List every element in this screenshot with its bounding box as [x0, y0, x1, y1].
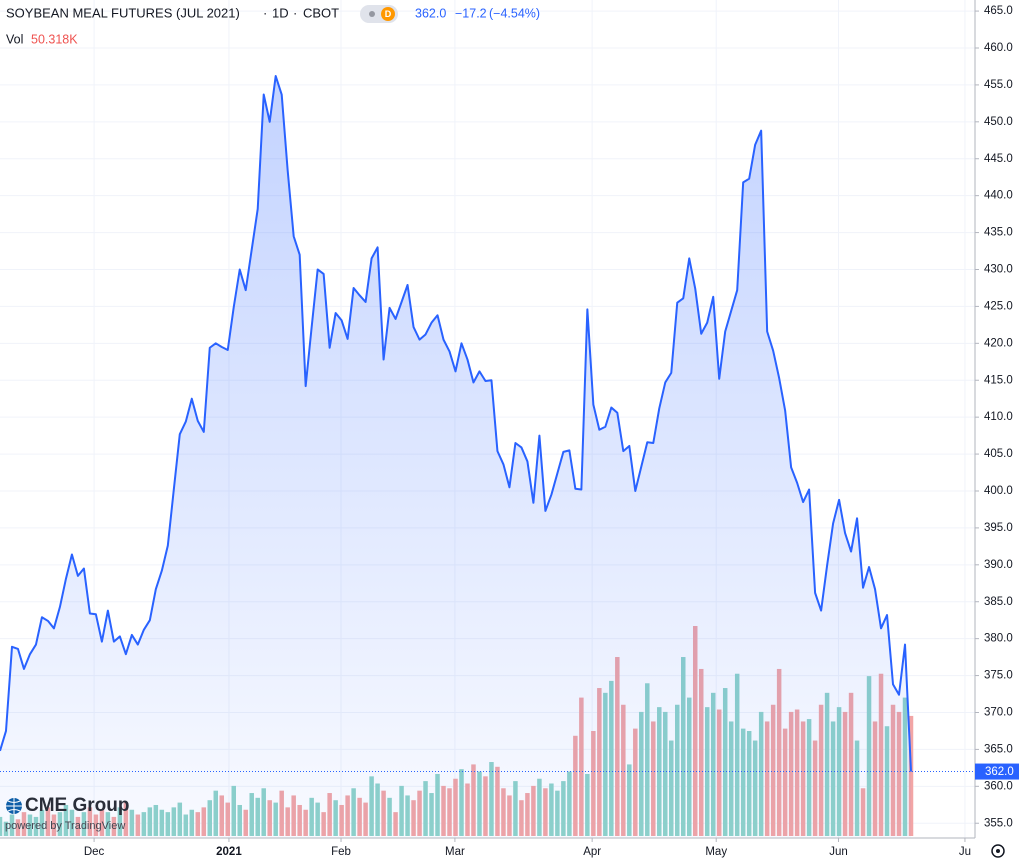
cme-logo: CME Group: [6, 795, 130, 816]
symbol-title: SOYBEAN MEAL FUTURES (JUL 2021): [6, 5, 240, 20]
exchange: CBOT: [303, 5, 339, 20]
x-tick-label: Apr: [583, 846, 601, 858]
y-tick-label: 440.0: [984, 190, 1013, 202]
y-tick-label: 385.0: [984, 596, 1013, 608]
y-tick-label: 465.0: [984, 5, 1013, 17]
powered-by: powered by TradingView: [5, 820, 125, 832]
y-tick-label: 455.0: [984, 79, 1013, 91]
y-tick-label: 460.0: [984, 42, 1013, 54]
interval: 1D: [272, 5, 289, 20]
x-tick-label: 2021: [216, 846, 242, 858]
y-tick-label: 355.0: [984, 817, 1013, 829]
last-price-tag-label: 362.0: [985, 766, 1014, 778]
y-tick-label: 395.0: [984, 522, 1013, 534]
x-tick-label: Ju: [959, 846, 971, 858]
y-tick-label: 390.0: [984, 559, 1013, 571]
x-tick-label: Dec: [84, 846, 105, 858]
y-tick-label: 450.0: [984, 116, 1013, 128]
y-tick-label: 400.0: [984, 485, 1013, 497]
y-tick-label: 405.0: [984, 448, 1013, 460]
badge: D: [385, 9, 392, 19]
y-tick-label: 415.0: [984, 374, 1013, 386]
y-tick-label: 430.0: [984, 264, 1013, 276]
y-tick-label: 380.0: [984, 633, 1013, 645]
axes: 355.0 360.0 365.0 370.0 375.0 380.0 385.0 390.0…: [84, 5, 1019, 858]
y-tick-label: 425.0: [984, 300, 1013, 312]
gear-ring: [991, 844, 1005, 858]
x-tick-label: May: [705, 846, 727, 858]
y-tick-label: 360.0: [984, 780, 1013, 792]
price-line: [0, 75, 912, 772]
price-pane: [0, 75, 975, 838]
y-tick-label: 420.0: [984, 337, 1013, 349]
settings-gear[interactable]: [991, 844, 1005, 858]
separator: ·: [263, 5, 267, 20]
y-tick-label: 410.0: [984, 411, 1013, 423]
price-area: [0, 76, 911, 838]
y-tick-label: 370.0: [984, 707, 1013, 719]
volume-value: 50.318K: [31, 32, 78, 46]
badge-circle: [381, 7, 395, 21]
last-price-tag: [975, 763, 1019, 780]
y-tick-label: 375.0: [984, 670, 1013, 682]
logo-globe-lines: [6, 798, 22, 814]
status-dot: [369, 11, 375, 17]
price-change: −17.2: [455, 6, 487, 20]
y-tick-label: 365.0: [984, 743, 1013, 755]
y-tick-label: 445.0: [984, 153, 1013, 165]
x-tick-label: Mar: [445, 846, 465, 858]
price-change-pct: (−4.54%): [489, 6, 540, 20]
last-price: 362.0: [415, 6, 446, 20]
volume-title: Vol: [6, 32, 23, 46]
y-tick-label: 435.0: [984, 227, 1013, 239]
separator: ·: [293, 5, 297, 20]
x-tick-label: Feb: [331, 846, 351, 858]
gear-hub: [996, 849, 1000, 853]
x-tick-label: Jun: [829, 846, 848, 858]
logo-text: CME Group: [25, 795, 130, 816]
